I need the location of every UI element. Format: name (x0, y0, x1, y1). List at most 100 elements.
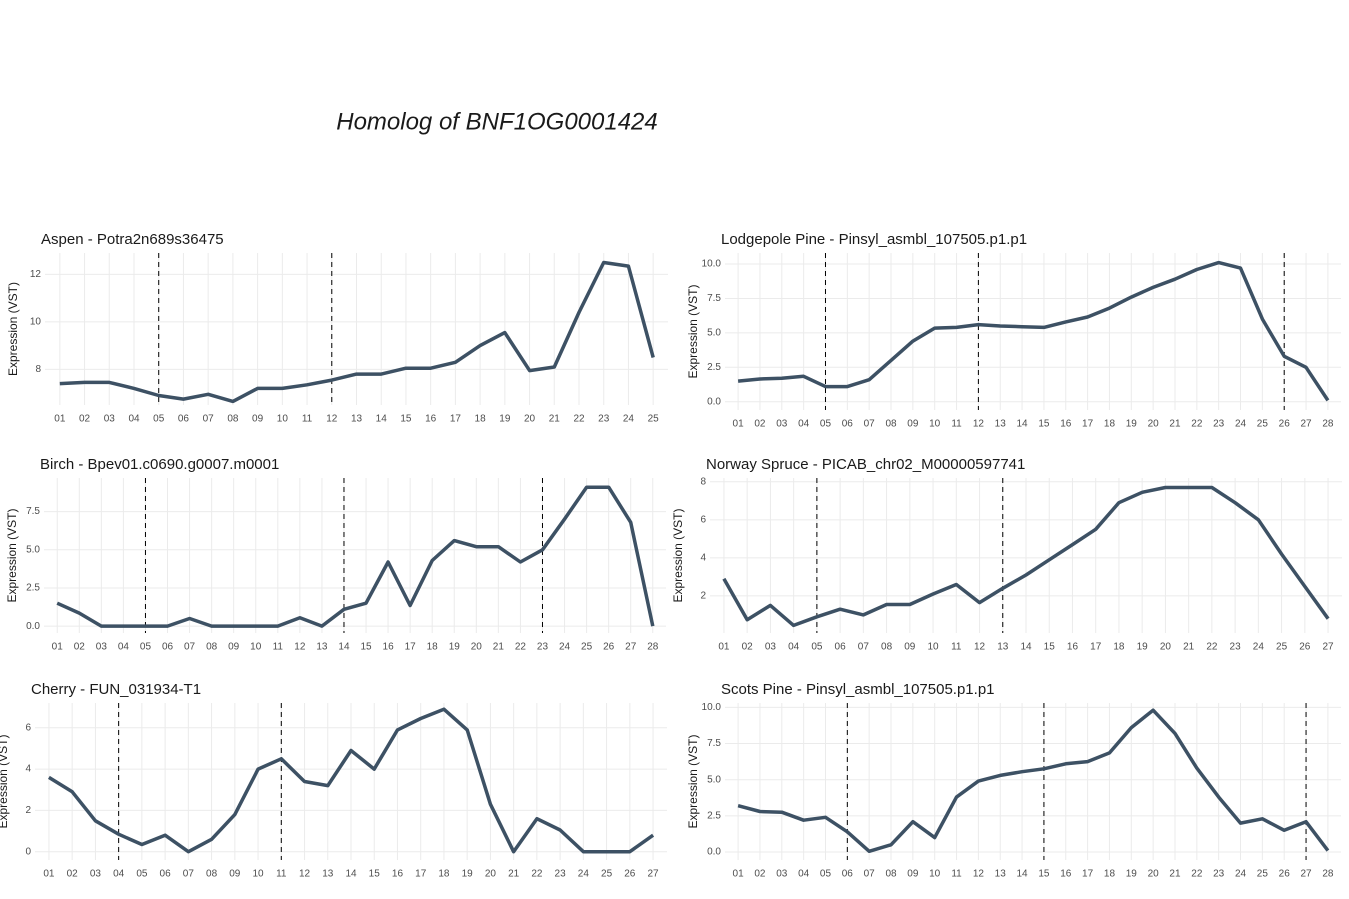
x-tick-label: 05 (136, 869, 148, 880)
x-tick-label: 01 (733, 419, 745, 430)
y-tick-label: 10 (30, 317, 42, 328)
series-line (737, 260, 1330, 402)
x-tick-label: 04 (118, 642, 130, 653)
y-tick-label: 2 (700, 591, 706, 602)
x-tick-label: 11 (276, 869, 287, 880)
x-tick-label: 11 (273, 642, 284, 653)
x-tick-label: 21 (1169, 869, 1181, 880)
x-tick-label: 25 (601, 869, 613, 880)
x-tick-label: 24 (1235, 419, 1247, 430)
x-tick-label: 17 (405, 642, 417, 653)
x-tick-label: 16 (425, 414, 437, 425)
x-tick-label: 22 (531, 869, 543, 880)
x-tick-label: 26 (603, 642, 615, 653)
x-tick-label: 16 (392, 869, 404, 880)
x-tick-label: 08 (206, 642, 218, 653)
x-tick-label: 24 (1235, 869, 1247, 880)
x-tick-label: 06 (842, 869, 854, 880)
x-tick-label: 14 (345, 869, 357, 880)
x-tick-label: 14 (1017, 419, 1029, 430)
x-tick-label: 21 (493, 642, 505, 653)
x-tick-label: 13 (995, 419, 1007, 430)
y-tick-label: 0.0 (707, 847, 721, 858)
x-tick-label: 15 (1044, 642, 1056, 653)
x-tick-label: 12 (974, 642, 986, 653)
x-tick-label: 25 (648, 414, 660, 425)
panel-title: Aspen - Potra2n689s36475 (41, 231, 224, 248)
panel-title: Birch - Bpev01.c0690.g0007.m0001 (40, 456, 279, 473)
y-tick-label: 8 (700, 476, 706, 487)
y-tick-label: 5.0 (707, 328, 721, 339)
x-tick-label: 04 (113, 869, 125, 880)
x-tick-label: 23 (555, 869, 567, 880)
x-tick-label: 11 (951, 642, 962, 653)
x-tick-label: 17 (415, 869, 427, 880)
x-tick-label: 13 (997, 642, 1009, 653)
x-tick-label: 17 (1082, 419, 1094, 430)
x-tick-label: 01 (733, 869, 745, 880)
x-tick-label: 14 (376, 414, 388, 425)
x-tick-label: 22 (1191, 869, 1203, 880)
y-tick-label: 12 (30, 269, 42, 280)
y-tick-label: 7.5 (26, 506, 40, 517)
x-tick-label: 18 (438, 869, 450, 880)
panel-title: Lodgepole Pine - Pinsyl_asmbl_107505.p1.… (721, 231, 1027, 248)
x-tick-label: 11 (951, 869, 962, 880)
x-tick-label: 13 (351, 414, 363, 425)
x-tick-label: 10 (250, 642, 262, 653)
x-tick-label: 14 (1017, 869, 1029, 880)
y-tick-label: 2.5 (707, 811, 721, 822)
x-tick-label: 16 (383, 642, 395, 653)
x-tick-label: 02 (754, 869, 766, 880)
x-tick-label: 07 (858, 642, 870, 653)
y-axis-label: Expression (VST) (686, 734, 700, 828)
x-tick-label: 10 (929, 419, 941, 430)
y-axis-label: Expression (VST) (671, 508, 685, 602)
x-tick-label: 10 (929, 869, 941, 880)
x-tick-label: 27 (625, 642, 637, 653)
x-tick-label: 21 (508, 869, 520, 880)
x-tick-label: 01 (52, 642, 64, 653)
y-axis-label: Expression (VST) (0, 734, 10, 828)
page-title: Homolog of BNF1OG0001424 (336, 108, 658, 135)
x-tick-label: 21 (1169, 419, 1181, 430)
y-tick-label: 10.0 (702, 259, 722, 270)
x-tick-label: 01 (718, 642, 730, 653)
y-axis-label: Expression (VST) (5, 508, 19, 602)
x-tick-label: 09 (229, 869, 241, 880)
x-tick-label: 06 (835, 642, 847, 653)
x-tick-label: 09 (904, 642, 916, 653)
y-tick-label: 2.5 (707, 362, 721, 373)
x-tick-label: 17 (1090, 642, 1102, 653)
y-tick-label: 5.0 (26, 544, 40, 555)
x-tick-label: 16 (1060, 869, 1072, 880)
x-tick-label: 26 (1279, 419, 1291, 430)
x-tick-label: 13 (316, 642, 328, 653)
x-tick-label: 20 (524, 414, 536, 425)
x-tick-label: 05 (820, 869, 832, 880)
x-tick-label: 24 (578, 869, 590, 880)
series-line (737, 708, 1330, 854)
x-tick-label: 19 (1137, 642, 1149, 653)
x-tick-label: 23 (1213, 419, 1225, 430)
x-tick-label: 02 (754, 419, 766, 430)
y-tick-label: 5.0 (707, 774, 721, 785)
x-tick-label: 06 (160, 869, 172, 880)
x-tick-label: 03 (90, 869, 102, 880)
x-tick-label: 21 (549, 414, 561, 425)
x-tick-label: 17 (450, 414, 462, 425)
x-tick-label: 12 (326, 414, 338, 425)
x-tick-label: 08 (206, 869, 218, 880)
y-tick-label: 7.5 (707, 738, 721, 749)
x-tick-label: 11 (951, 419, 962, 430)
x-tick-label: 11 (302, 414, 313, 425)
x-tick-label: 16 (1060, 419, 1072, 430)
x-tick-label: 03 (96, 642, 108, 653)
x-tick-label: 02 (79, 414, 91, 425)
x-tick-label: 09 (252, 414, 264, 425)
x-tick-label: 18 (1113, 642, 1125, 653)
x-tick-label: 03 (776, 869, 788, 880)
x-tick-label: 18 (475, 414, 487, 425)
y-tick-label: 6 (700, 514, 706, 525)
x-tick-label: 19 (449, 642, 461, 653)
